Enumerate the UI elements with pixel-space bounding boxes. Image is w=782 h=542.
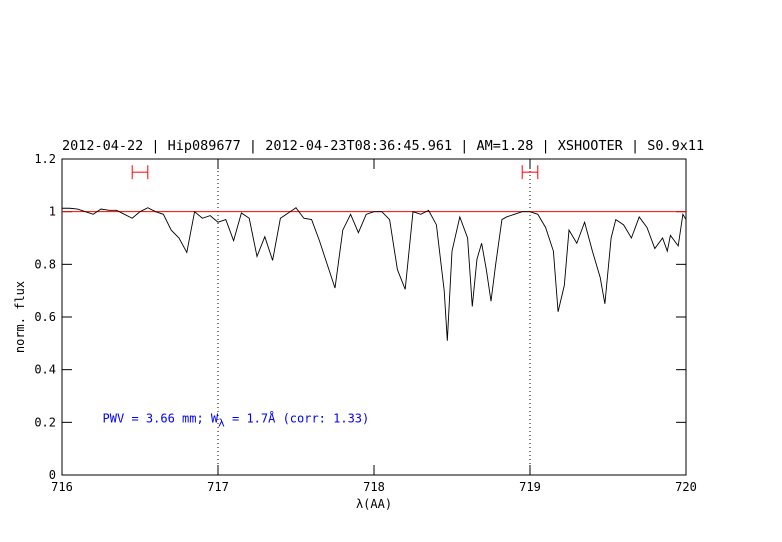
x-tick-label: 717 [207, 480, 229, 494]
annotation: PWV = 3.66 mm; Wλ = 1.7Å (corr: 1.33) [103, 410, 370, 429]
spectrum-line [62, 207, 687, 341]
y-tick-label: 0.4 [34, 363, 56, 377]
chart-title: 2012-04-22 | Hip089677 | 2012-04-23T08:3… [62, 138, 704, 154]
y-tick-label: 0.2 [34, 415, 56, 429]
x-tick-label: 719 [519, 480, 541, 494]
y-tick-label: 1.2 [34, 152, 56, 166]
annotation-subscript: λ [218, 416, 225, 429]
y-tick-label: 0.8 [34, 257, 56, 271]
y-tick-label: 0.6 [34, 310, 56, 324]
y-axis-label: norm. flux [13, 281, 27, 353]
annotation-text: PWV = 3.66 mm; W [103, 411, 219, 425]
y-tick-label: 1 [49, 205, 56, 219]
x-tick-label: 718 [363, 480, 385, 494]
y-tick-label: 0 [49, 468, 56, 482]
annotation-text: = 1.7Å (corr: 1.33) [225, 410, 370, 425]
x-tick-label: 720 [675, 480, 697, 494]
x-tick-label: 716 [51, 480, 73, 494]
x-axis-label: λ(AA) [356, 497, 392, 511]
